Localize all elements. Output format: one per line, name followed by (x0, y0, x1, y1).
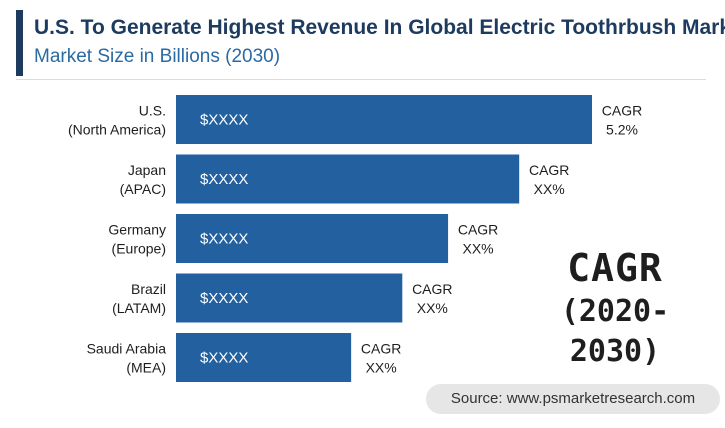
header-divider (16, 79, 706, 80)
bar (176, 214, 449, 263)
title-accent-bar (16, 10, 23, 76)
cagr-annotation: CAGR (458, 222, 498, 238)
bar-value-label: $XXXX (200, 290, 248, 307)
cagr-annotation: XX% (417, 300, 448, 316)
cagr-annotation: CAGR (361, 341, 401, 357)
category-label: (Europe) (112, 241, 166, 257)
category-label: Germany (108, 222, 166, 238)
cagr-callout: CAGR (2020-2030) (525, 244, 705, 372)
chart-subtitle: Market Size in Billions (2030) (34, 46, 281, 67)
category-label: Brazil (131, 281, 166, 297)
bar (176, 333, 352, 382)
chart-title: U.S. To Generate Highest Revenue In Glob… (34, 16, 725, 39)
category-label: Saudi Arabia (87, 341, 167, 357)
category-label: (North America) (68, 122, 166, 138)
cagr-callout-label: CAGR (567, 246, 663, 290)
bar (176, 273, 403, 323)
category-label: (MEA) (126, 360, 166, 376)
cagr-callout-period: (2020-2030) (560, 294, 670, 369)
bar-value-label: $XXXX (200, 112, 248, 129)
cagr-annotation: XX% (463, 241, 494, 257)
cagr-annotation: XX% (534, 181, 565, 197)
cagr-annotation: CAGR (412, 281, 452, 297)
cagr-annotation: CAGR (529, 162, 569, 178)
cagr-annotation: 5.2% (606, 122, 638, 138)
cagr-annotation: CAGR (602, 103, 642, 119)
category-label: Japan (128, 162, 166, 178)
category-label: U.S. (139, 103, 166, 119)
source-citation: Source: www.psmarketresearch.com (426, 384, 720, 414)
category-label: (APAC) (120, 181, 166, 197)
bar-value-label: $XXXX (200, 350, 248, 367)
bar (176, 95, 592, 144)
category-label: (LATAM) (112, 300, 166, 316)
bar-value-label: $XXXX (200, 171, 248, 188)
bar (176, 154, 520, 204)
cagr-annotation: XX% (366, 360, 397, 376)
bar-value-label: $XXXX (200, 231, 248, 248)
